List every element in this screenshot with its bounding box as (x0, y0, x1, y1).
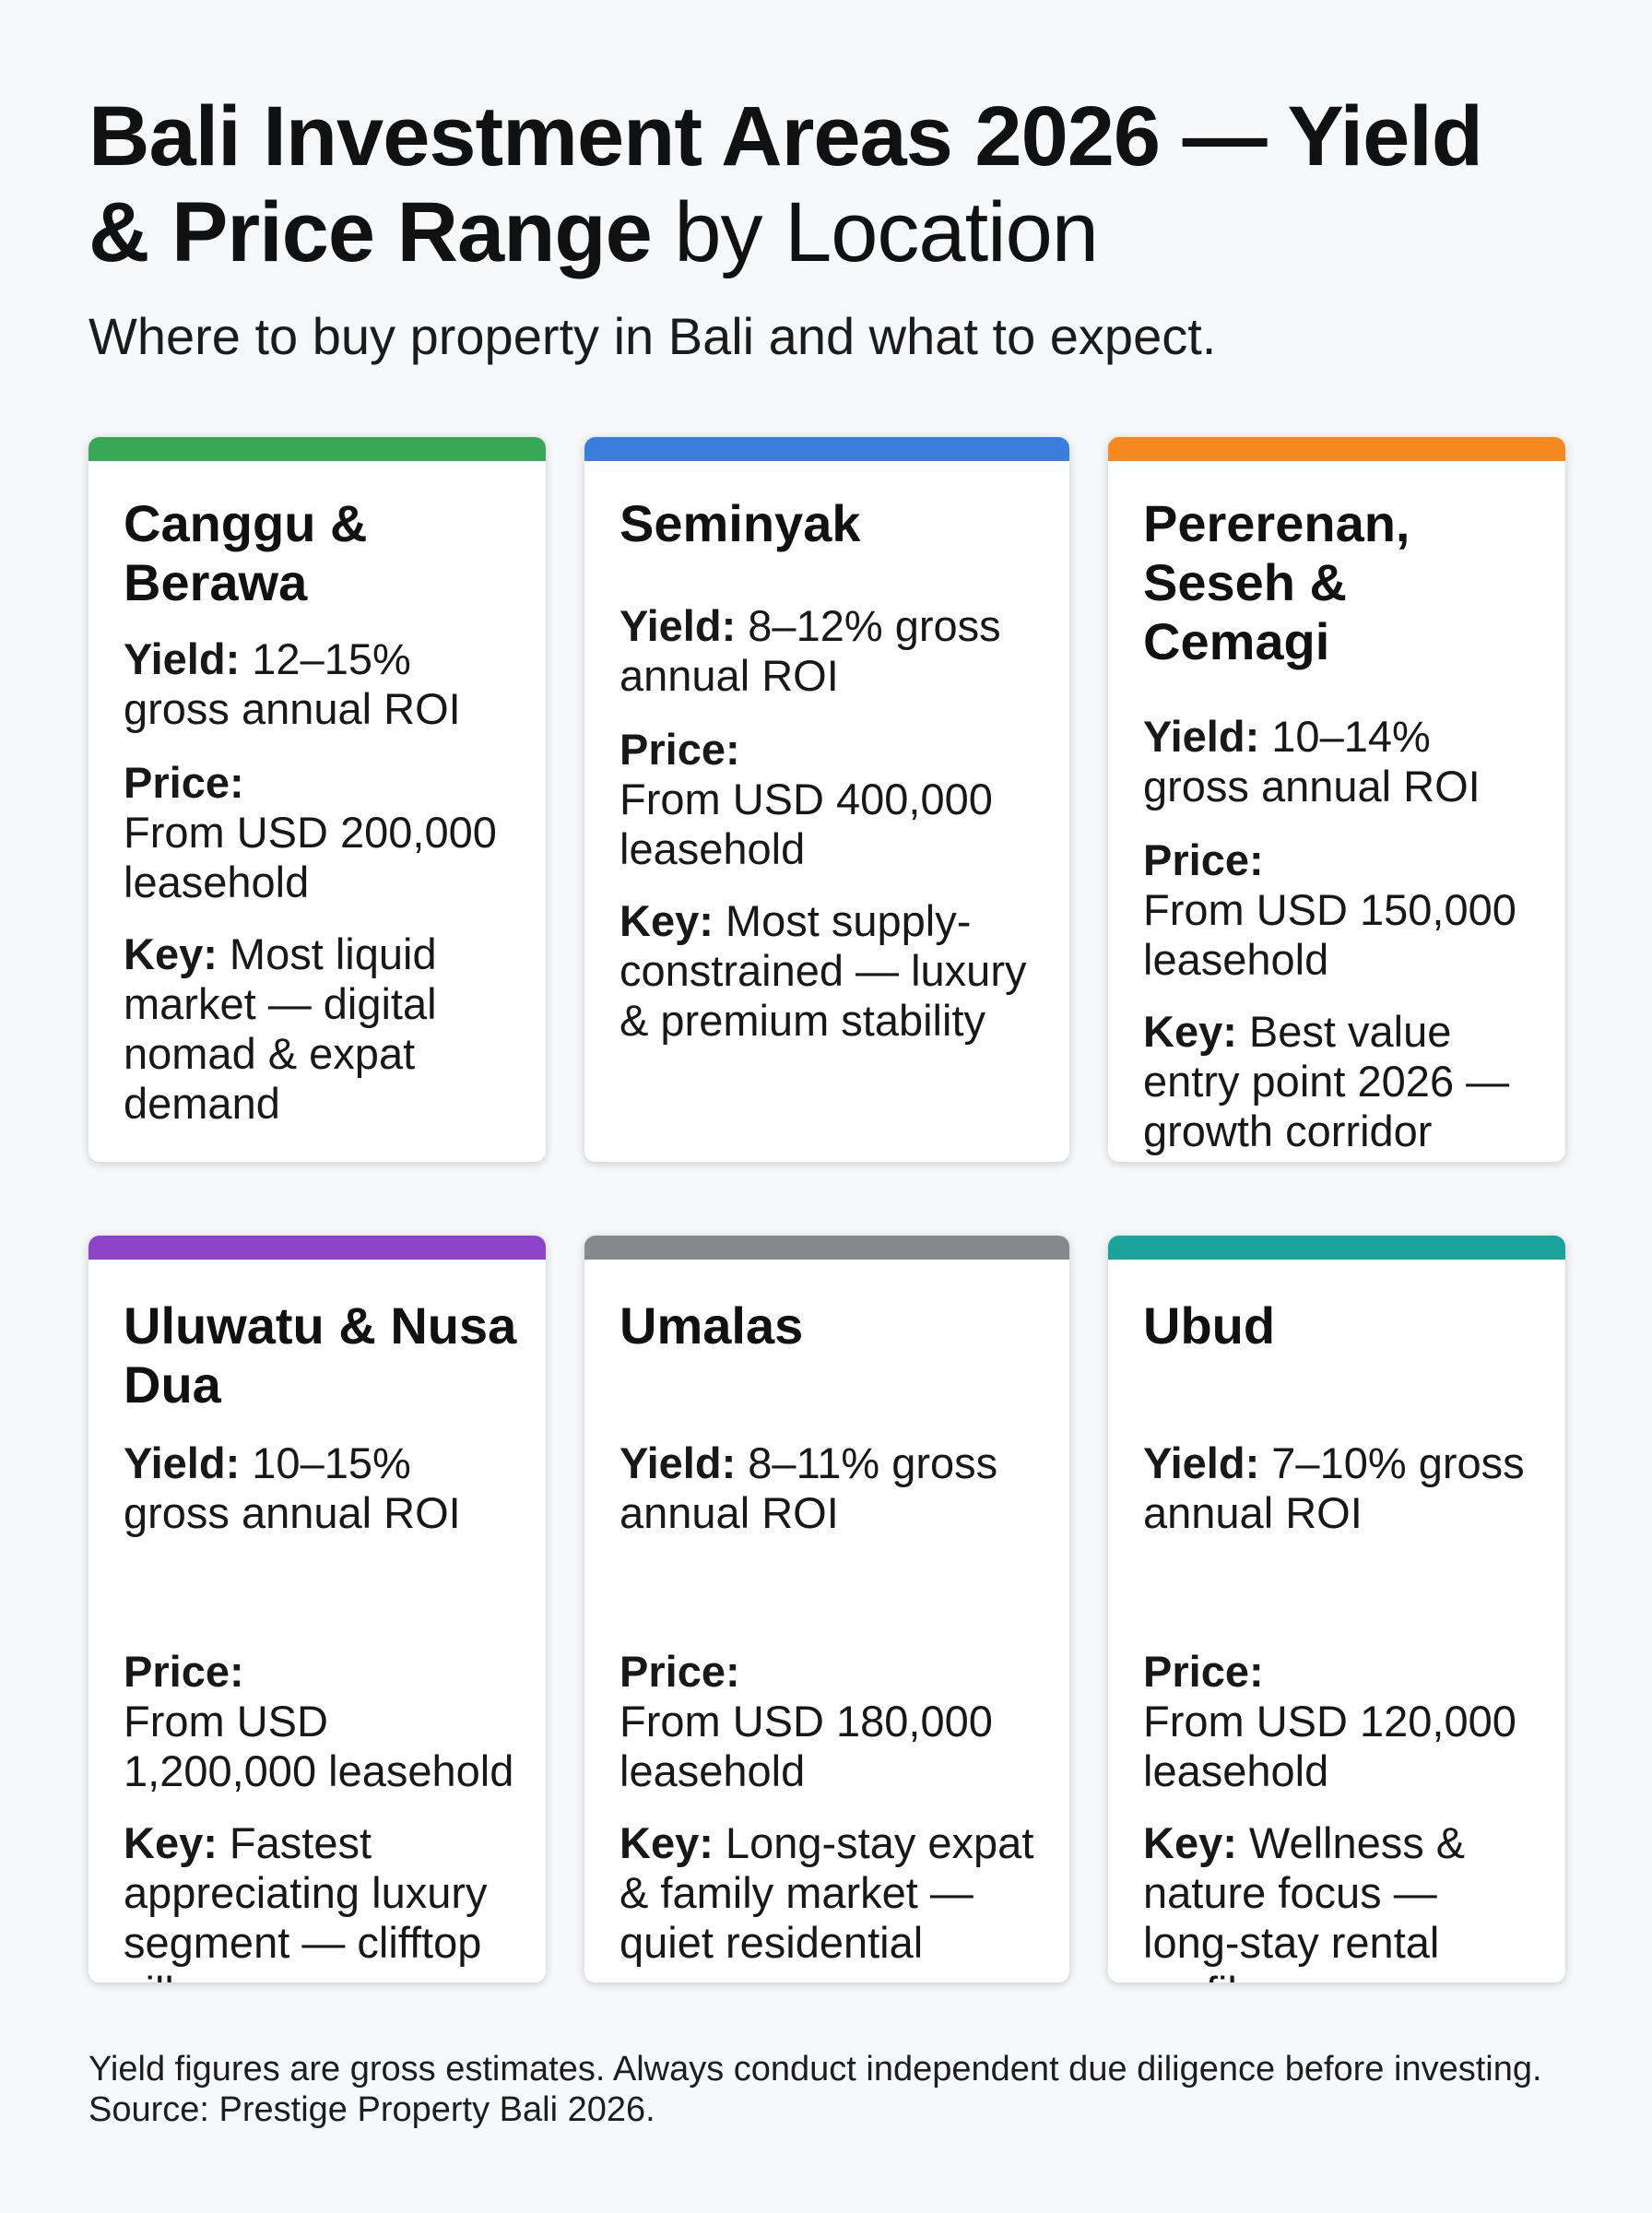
yield-value: 7–10% gross annual ROI (1143, 1438, 1525, 1537)
yield-value: 12–15% gross annual ROI (124, 634, 461, 733)
yield-label: Yield: (124, 1438, 241, 1487)
key-label: Key: (1143, 1007, 1237, 1056)
area-name: Ubud (1143, 1296, 1276, 1355)
price-value: From USD 400,000 leasehold (620, 775, 993, 873)
key-value: Long-stay expat & family market — quiet … (620, 1818, 1034, 1967)
disclaimer-text: Yield figures are gross estimates. Alway… (88, 2050, 1542, 2089)
price-value: From USD 150,000 leasehold (1143, 885, 1516, 984)
area-card-pererenan-seseh-cemagi: Pererenan, Seseh & Cemagi Yield: 10–14% … (1108, 437, 1565, 1162)
yield-info: Yield: 8–11% gross annual ROI (620, 1438, 1042, 1538)
price-value: From USD 180,000 leasehold (620, 1697, 993, 1795)
key-info: Key: Most liquid market — digital nomad … (124, 929, 518, 1129)
footer-notes: Yield figures are gross estimates. Alway… (88, 2049, 1582, 2130)
key-info: Key: Fastest appreciating luxury segment… (124, 1818, 518, 1982)
card-accent-bar (1108, 437, 1565, 461)
yield-value: 8–11% gross annual ROI (620, 1438, 998, 1537)
card-accent-bar (88, 1236, 546, 1260)
key-value: Fastest appreciating luxury segment — cl… (124, 1818, 488, 1982)
page-title-light: by Location (651, 185, 1099, 279)
area-card-umalas: Umalas Yield: 8–11% gross annual ROI Pri… (584, 1236, 1069, 1982)
yield-value: 10–14% gross annual ROI (1143, 712, 1481, 811)
area-card-seminyak: Seminyak Yield: 8–12% gross annual ROI P… (584, 437, 1069, 1162)
area-cards-grid: Canggu & Berawa Yield: 12–15% gross annu… (88, 437, 1565, 1982)
price-info: Price: From USD 150,000 leasehold (1143, 835, 1538, 985)
area-name: Canggu & Berawa (124, 494, 368, 611)
yield-info: Yield: 7–10% gross annual ROI (1143, 1438, 1538, 1538)
key-info: Key: Wellness & nature focus — long-stay… (1143, 1818, 1538, 1982)
page-header: Bali Investment Areas 2026 — Yield & Pri… (88, 89, 1564, 367)
yield-label: Yield: (1143, 712, 1260, 761)
yield-value: 8–12% gross annual ROI (620, 601, 1001, 700)
price-label: Price: (620, 1647, 740, 1696)
yield-info: Yield: 10–15% gross annual ROI (124, 1438, 518, 1538)
price-value: From USD 120,000 leasehold (1143, 1697, 1516, 1795)
area-name: Uluwatu & Nusa Dua (124, 1296, 517, 1414)
card-accent-bar (584, 1236, 1069, 1260)
key-value: Most supply-constrained — luxury & premi… (620, 896, 1027, 1045)
yield-label: Yield: (620, 601, 737, 650)
price-info: Price: From USD 400,000 leasehold (620, 725, 1042, 874)
area-name: Umalas (620, 1296, 804, 1355)
area-name: Pererenan, Seseh & Cemagi (1143, 494, 1410, 670)
page-subtitle: Where to buy property in Bali and what t… (88, 307, 1217, 365)
key-info: Key: Long-stay expat & family market — q… (620, 1818, 1042, 1968)
yield-label: Yield: (1143, 1438, 1260, 1487)
key-value: Wellness & nature focus — long-stay rent… (1143, 1818, 1466, 1982)
key-value: Best value entry point 2026 — growth cor… (1143, 1007, 1510, 1155)
key-info: Key: Best value entry point 2026 — growt… (1143, 1007, 1538, 1156)
yield-info: Yield: 10–14% gross annual ROI (1143, 712, 1538, 811)
price-info: Price: From USD 120,000 leasehold (1143, 1647, 1538, 1796)
key-value: Most liquid market — digital nomad & exp… (124, 929, 437, 1128)
area-card-uluwatu-nusa-dua: Uluwatu & Nusa Dua Yield: 10–15% gross a… (88, 1236, 546, 1982)
price-label: Price: (124, 1647, 244, 1696)
yield-label: Yield: (124, 634, 241, 683)
area-name: Seminyak (620, 494, 861, 552)
page-title-bold: Bali Investment Areas 2026 — Yield & Pri… (88, 89, 1483, 279)
price-value: From USD 1,200,000 leasehold (124, 1697, 514, 1795)
price-label: Price: (1143, 1647, 1264, 1696)
card-accent-bar (584, 437, 1069, 461)
area-card-canggu-berawa: Canggu & Berawa Yield: 12–15% gross annu… (88, 437, 546, 1162)
price-info: Price: From USD 200,000 leasehold (124, 758, 518, 907)
card-accent-bar (1108, 1236, 1565, 1260)
card-accent-bar (88, 437, 546, 461)
key-label: Key: (620, 1818, 714, 1867)
price-label: Price: (1143, 835, 1264, 884)
page-title: Bali Investment Areas 2026 — Yield & Pri… (88, 89, 1564, 280)
yield-label: Yield: (620, 1438, 737, 1487)
price-info: Price: From USD 180,000 leasehold (620, 1647, 1042, 1796)
source-text: Source: Prestige Property Bali 2026. (88, 2090, 655, 2129)
key-label: Key: (620, 896, 714, 945)
key-label: Key: (124, 929, 218, 978)
price-label: Price: (124, 758, 244, 807)
price-value: From USD 200,000 leasehold (124, 808, 497, 906)
area-card-ubud: Ubud Yield: 7–10% gross annual ROI Price… (1108, 1236, 1565, 1982)
yield-info: Yield: 12–15% gross annual ROI (124, 634, 518, 734)
yield-value: 10–15% gross annual ROI (124, 1438, 461, 1537)
price-info: Price: From USD 1,200,000 leasehold (124, 1647, 518, 1796)
key-info: Key: Most supply-constrained — luxury & … (620, 896, 1042, 1046)
yield-info: Yield: 8–12% gross annual ROI (620, 601, 1042, 701)
key-label: Key: (1143, 1818, 1237, 1867)
price-label: Price: (620, 725, 740, 774)
key-label: Key: (124, 1818, 218, 1867)
